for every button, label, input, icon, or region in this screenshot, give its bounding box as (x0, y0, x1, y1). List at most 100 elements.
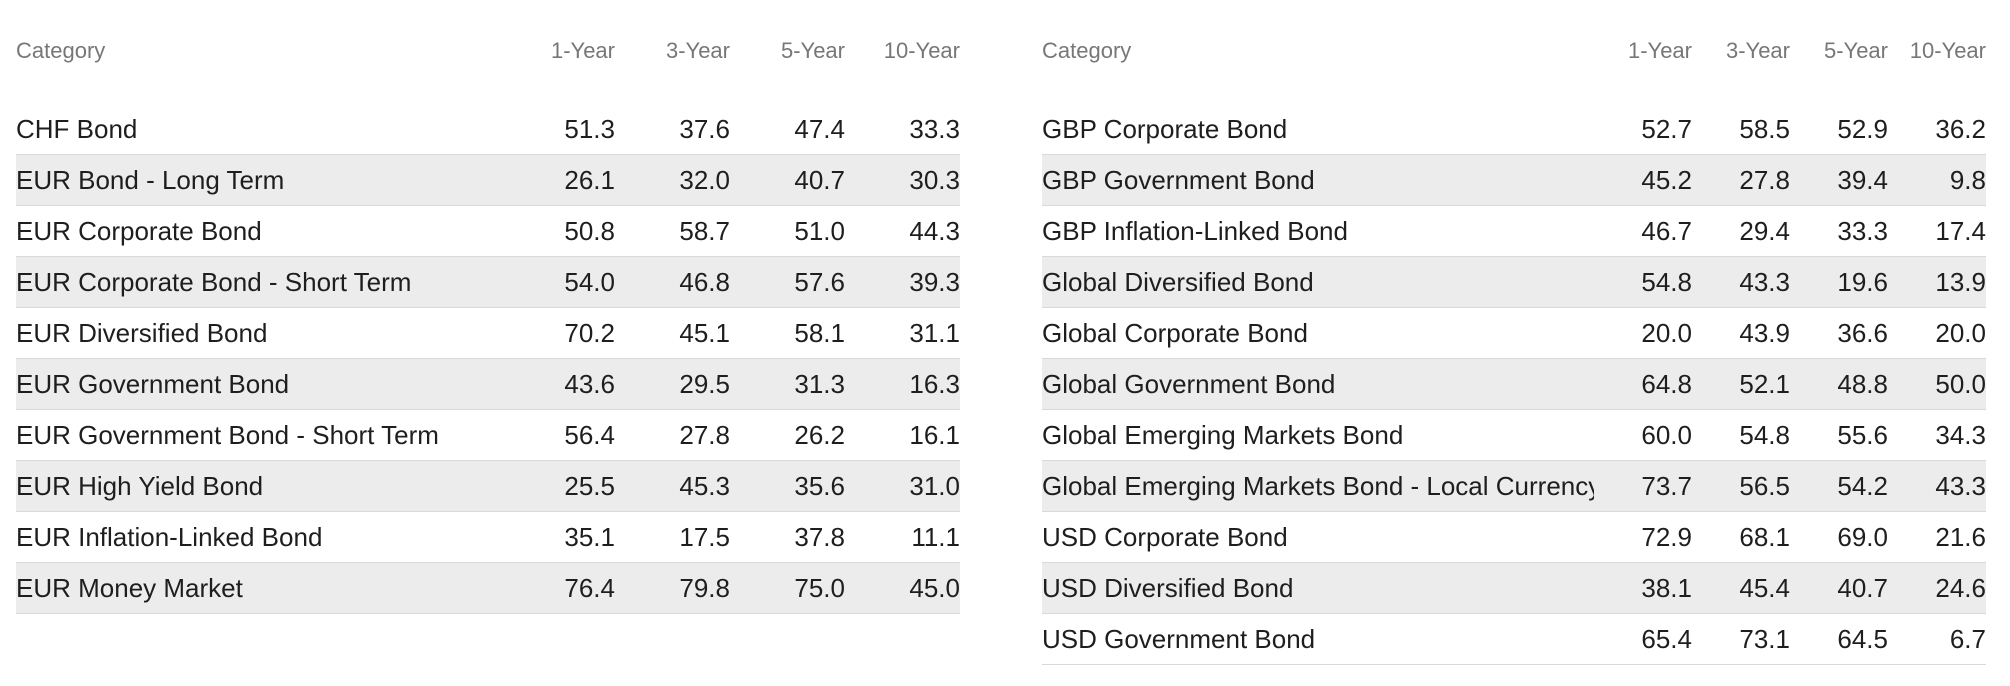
cell-3-year: 54.8 (1739, 419, 1790, 450)
table-row: EUR Bond - Long Term 26.1 32.0 40.7 30.3 (16, 155, 960, 206)
table-row: USD Corporate Bond 72.9 68.1 69.0 21.6 (1042, 512, 1986, 563)
table-right: Category 1-Year 3-Year 5-Year 10-Year GB… (1042, 0, 1986, 665)
table-row: EUR Diversified Bond 70.2 45.1 58.1 31.1 (16, 308, 960, 359)
cell-1-year: 64.8 (1641, 368, 1692, 399)
row-category: Global Corporate Bond (1042, 317, 1308, 348)
row-category: GBP Inflation-Linked Bond (1042, 215, 1348, 246)
cell-3-year: 68.1 (1739, 521, 1790, 552)
cell-1-year: 76.4 (564, 572, 615, 603)
header-5-year: 5-Year (1823, 38, 1888, 63)
cell-10-year: 24.6 (1935, 572, 1986, 603)
row-category: GBP Government Bond (1042, 164, 1315, 195)
cell-1-year: 25.5 (564, 470, 615, 501)
row-category: Global Diversified Bond (1042, 266, 1314, 297)
cell-10-year: 13.9 (1935, 266, 1986, 297)
header-1-year: 1-Year (1627, 38, 1692, 63)
cell-3-year: 52.1 (1739, 368, 1790, 399)
cell-10-year: 21.6 (1935, 521, 1986, 552)
cell-1-year: 46.7 (1641, 215, 1692, 246)
cell-3-year: 73.1 (1739, 623, 1790, 654)
cell-5-year: 26.2 (794, 419, 845, 450)
cell-1-year: 54.0 (564, 266, 615, 297)
row-category: GBP Corporate Bond (1042, 113, 1288, 144)
table-body: GBP Corporate Bond 52.7 58.5 52.9 36.2 GBP Go… (1042, 104, 1986, 665)
cell-5-year: 64.5 (1837, 623, 1888, 654)
cell-5-year: 51.0 (794, 215, 845, 246)
cell-5-year: 54.2 (1837, 470, 1888, 501)
table-row: Global Emerging Markets Bond 60.0 54.8 55.6… (1042, 410, 1986, 461)
cell-1-year: 65.4 (1641, 623, 1692, 654)
cell-3-year: 79.8 (679, 572, 730, 603)
cell-3-year: 45.1 (679, 317, 730, 348)
row-category: Global Emerging Markets Bond (1042, 419, 1404, 450)
cell-1-year: 50.8 (564, 215, 615, 246)
cell-5-year: 31.3 (794, 368, 845, 399)
table-body: CHF Bond 51.3 37.6 47.4 33.3 EUR Bond - Long … (16, 104, 960, 614)
cell-10-year: 16.3 (909, 368, 960, 399)
table-row: Global Diversified Bond 54.8 43.3 19.6 13.9 (1042, 257, 1986, 308)
cell-10-year: 20.0 (1935, 317, 1986, 348)
cell-10-year: 17.4 (1935, 215, 1986, 246)
cell-10-year: 30.3 (909, 164, 960, 195)
cell-10-year: 39.3 (909, 266, 960, 297)
cell-3-year: 58.7 (679, 215, 730, 246)
cell-5-year: 40.7 (794, 164, 845, 195)
cell-3-year: 32.0 (679, 164, 730, 195)
table-left: Category 1-Year 3-Year 5-Year 10-Year CH… (16, 0, 960, 614)
cell-1-year: 72.9 (1641, 521, 1692, 552)
cell-3-year: 27.8 (679, 419, 730, 450)
header-10-year: 10-Year (883, 38, 960, 63)
cell-10-year: 45.0 (909, 572, 960, 603)
cell-3-year: 58.5 (1739, 113, 1790, 144)
cell-1-year: 26.1 (564, 164, 615, 195)
row-category: Global Emerging Markets Bond - Local Cur… (1042, 470, 1594, 501)
cell-5-year: 69.0 (1837, 521, 1888, 552)
cell-10-year: 36.2 (1935, 113, 1986, 144)
row-category: Global Government Bond (1042, 368, 1336, 399)
table-row: GBP Inflation-Linked Bond 46.7 29.4 33.3 17.… (1042, 206, 1986, 257)
cell-10-year: 9.8 (1949, 164, 1986, 195)
table-row: EUR Corporate Bond - Short Term 54.0 46.8 5… (16, 257, 960, 308)
cell-5-year: 39.4 (1837, 164, 1888, 195)
row-category: EUR High Yield Bond (16, 470, 264, 501)
cell-3-year: 17.5 (679, 521, 730, 552)
header-5-year: 5-Year (780, 38, 845, 63)
cell-5-year: 52.9 (1837, 113, 1888, 144)
cell-5-year: 58.1 (794, 317, 845, 348)
cell-1-year: 52.7 (1641, 113, 1692, 144)
header-3-year: 3-Year (665, 38, 730, 63)
header-10-year: 10-Year (1909, 38, 1986, 63)
cell-5-year: 40.7 (1837, 572, 1888, 603)
header-1-year: 1-Year (550, 38, 615, 63)
cell-1-year: 45.2 (1641, 164, 1692, 195)
cell-1-year: 43.6 (564, 368, 615, 399)
cell-10-year: 34.3 (1935, 419, 1986, 450)
cell-5-year: 36.6 (1837, 317, 1888, 348)
cell-3-year: 43.9 (1739, 317, 1790, 348)
row-category: USD Government Bond (1042, 623, 1316, 654)
cell-1-year: 70.2 (564, 317, 615, 348)
cell-10-year: 50.0 (1935, 368, 1986, 399)
cell-5-year: 37.8 (794, 521, 845, 552)
table-row: EUR Government Bond - Short Term 56.4 27.8… (16, 410, 960, 461)
table-row: EUR Inflation-Linked Bond 35.1 17.5 37.8 11.… (16, 512, 960, 563)
cell-1-year: 56.4 (564, 419, 615, 450)
cell-1-year: 35.1 (564, 521, 615, 552)
row-category: EUR Diversified Bond (16, 317, 268, 348)
header-3-year: 3-Year (1725, 38, 1790, 63)
table-row: CHF Bond 51.3 37.6 47.4 33.3 (16, 104, 960, 155)
cell-5-year: 48.8 (1837, 368, 1888, 399)
table-row: GBP Corporate Bond 52.7 58.5 52.9 36.2 (1042, 104, 1986, 155)
table-row: Global Government Bond 64.8 52.1 48.8 50.0 (1042, 359, 1986, 410)
row-category: EUR Inflation-Linked Bond (16, 521, 323, 552)
cell-10-year: 44.3 (909, 215, 960, 246)
row-category: EUR Corporate Bond (16, 215, 262, 246)
table-row: Global Corporate Bond 20.0 43.9 36.6 20.0 (1042, 308, 1986, 359)
cell-3-year: 46.8 (679, 266, 730, 297)
cell-3-year: 43.3 (1739, 266, 1790, 297)
table-header: Category 1-Year 3-Year 5-Year 10-Year (1042, 0, 1986, 104)
cell-1-year: 60.0 (1641, 419, 1692, 450)
cell-10-year: 33.3 (909, 113, 960, 144)
cell-1-year: 20.0 (1641, 317, 1692, 348)
row-category: EUR Corporate Bond - Short Term (16, 266, 412, 297)
